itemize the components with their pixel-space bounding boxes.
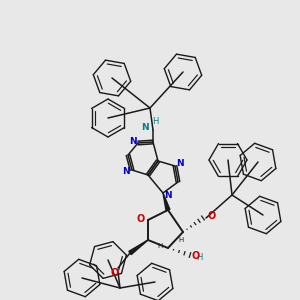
Text: O: O <box>137 214 145 224</box>
Text: O: O <box>111 268 119 278</box>
Text: H: H <box>158 243 163 249</box>
Polygon shape <box>163 193 170 211</box>
Text: N: N <box>122 167 130 176</box>
Polygon shape <box>129 240 148 255</box>
Text: N: N <box>164 190 172 200</box>
Text: O: O <box>191 251 199 261</box>
Text: H: H <box>178 237 184 243</box>
Text: N: N <box>176 158 184 167</box>
Text: H: H <box>196 253 202 262</box>
Text: H: H <box>152 118 158 127</box>
Text: O: O <box>208 211 216 221</box>
Text: N: N <box>141 122 149 131</box>
Text: N: N <box>129 136 137 146</box>
